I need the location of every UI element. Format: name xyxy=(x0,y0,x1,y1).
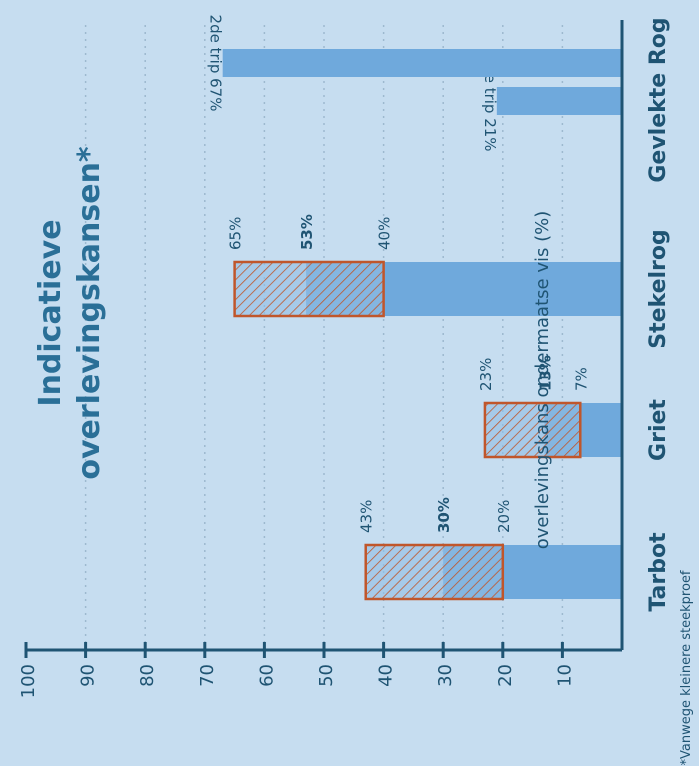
bar-range-border xyxy=(483,401,582,459)
category-label-stekelrog: Stekelrog xyxy=(646,229,671,349)
tick-label-60: 60 xyxy=(256,664,277,687)
chart-title-line-1: Indicatieve xyxy=(33,219,68,406)
value-label-mid: 30% xyxy=(435,497,453,533)
tick-label-50: 50 xyxy=(316,664,337,687)
value-axis: 10 20 30 40 50 60 70 80 90 100 xyxy=(18,20,624,698)
bar-solid xyxy=(383,262,622,316)
bar-solid xyxy=(580,403,622,457)
tick-label-10: 10 xyxy=(554,664,575,687)
tick-label-40: 40 xyxy=(376,664,397,687)
trip-bar-2 xyxy=(222,49,622,77)
trip-bar-1 xyxy=(496,87,622,115)
footnote: *Vanwege kleinere steekproef xyxy=(679,570,694,765)
chart-marks: Tarbot 20% 30% 43% Griet 7% 13% 23% Stekelrog 40%… xyxy=(207,15,671,612)
tick-label-20: 20 xyxy=(495,664,516,687)
bar-range-hatch xyxy=(234,262,384,316)
category-label-gevlekte-rog: Gevlekte Rog xyxy=(646,17,671,182)
bar-range-hatch xyxy=(484,403,581,457)
tick-label-70: 70 xyxy=(197,664,218,687)
axis-label: overlevingskans ondermaatse vis (%) xyxy=(532,211,553,549)
value-label-low: 20% xyxy=(495,500,513,533)
bar-range-border xyxy=(233,260,385,318)
bar-solid xyxy=(502,545,622,599)
value-label-mid: 13% xyxy=(537,355,555,391)
tick-label-100: 100 xyxy=(18,664,39,698)
bar-range-hatch xyxy=(365,545,503,599)
value-label-low: 40% xyxy=(376,217,394,250)
chart-title-line-2: overlevingskansen* xyxy=(72,146,107,480)
bar-range-border xyxy=(364,543,505,601)
trip-label-2: 2de trip 67% xyxy=(207,15,225,112)
tick-label-90: 90 xyxy=(78,664,99,687)
category-label-griet: Griet xyxy=(646,399,671,461)
value-label-high: 43% xyxy=(358,500,376,533)
value-label-mid: 53% xyxy=(298,214,316,250)
value-label-low: 7% xyxy=(572,367,590,391)
value-label-high: 65% xyxy=(227,217,245,250)
tick-label-30: 30 xyxy=(435,664,456,687)
category-label-tarbot: Tarbot xyxy=(646,532,671,612)
tick-label-80: 80 xyxy=(137,664,158,687)
value-label-high: 23% xyxy=(477,358,495,391)
